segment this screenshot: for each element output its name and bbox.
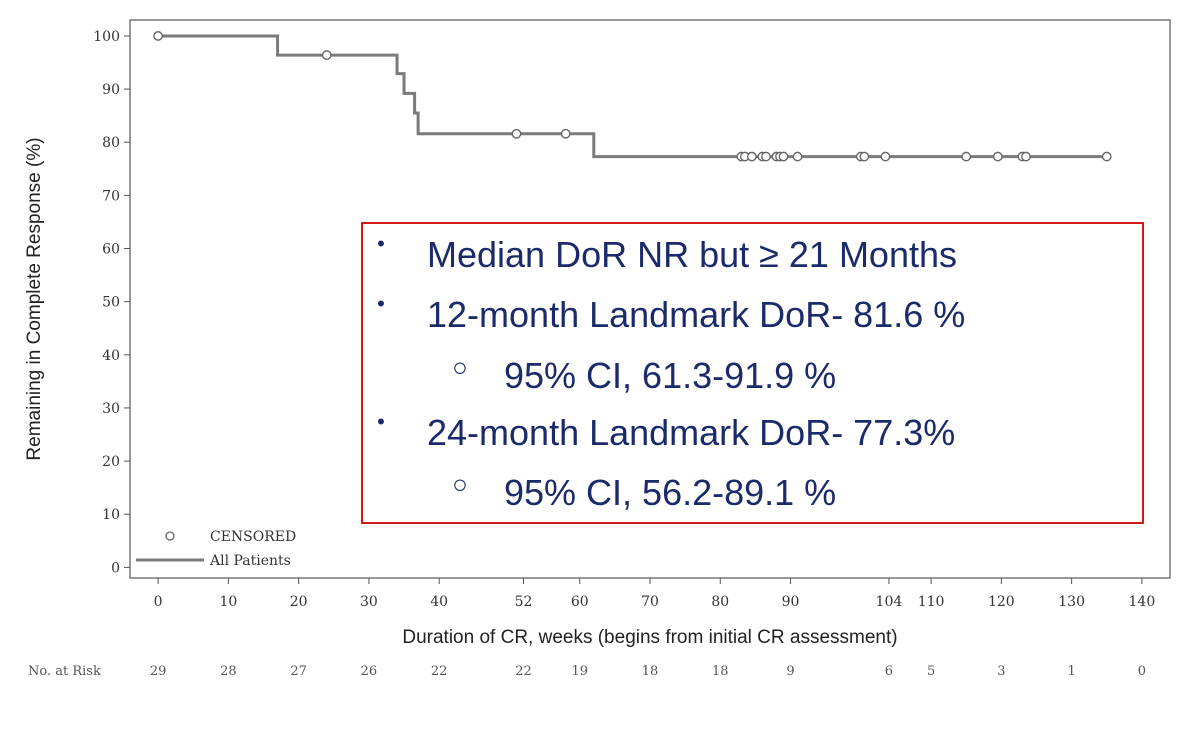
y-tick-label: 20 (102, 454, 120, 470)
risk-count: 3 (997, 664, 1005, 679)
risk-count: 6 (885, 664, 893, 679)
annotation-border (361, 222, 1144, 524)
x-tick-label: 20 (290, 594, 308, 610)
y-tick-label: 80 (102, 135, 120, 151)
censored-point (511, 128, 522, 139)
y-tick-label: 10 (102, 507, 120, 523)
censored-markers (153, 31, 1112, 162)
y-tick-label: 100 (93, 29, 120, 45)
risk-count: 27 (290, 664, 307, 679)
x-tick-label: 80 (711, 594, 729, 610)
x-tick-label: 10 (219, 594, 237, 610)
y-tick-label: 70 (102, 188, 120, 204)
y-tick-label: 30 (102, 401, 120, 417)
bullet-dot: • (377, 409, 385, 434)
series-layer (158, 34, 1107, 159)
risk-count: 19 (571, 664, 588, 679)
risk-table-label: No. at Risk (28, 664, 101, 679)
annotation-line: 12-month Landmark DoR- 81.6 % (427, 294, 965, 335)
annotation-box: • Median DoR NR but ≥ 21 Months • 12-month … (361, 222, 1144, 524)
risk-count: 9 (786, 664, 794, 679)
annotation-line: 95% CI, 56.2-89.1 % (504, 472, 836, 513)
risk-count: 1 (1067, 664, 1075, 679)
y-tick-label: 50 (102, 295, 120, 311)
censored-point (560, 128, 571, 139)
risk-count: 22 (431, 664, 448, 679)
x-axis: 0 10 20 30 40 52 60 70 80 90 104 110 120 130 140 (154, 578, 1156, 610)
censored-point (992, 151, 1003, 162)
risk-count: 28 (220, 664, 237, 679)
x-tick-label: 90 (782, 594, 800, 610)
annotation-line: Median DoR NR but ≥ 21 Months (427, 234, 957, 275)
censored-point (778, 151, 789, 162)
x-axis-title: Duration of CR, weeks (begins from initi… (402, 627, 897, 648)
y-tick-label: 90 (102, 82, 120, 98)
censored-point (961, 151, 972, 162)
legend-censored-marker (165, 531, 175, 541)
x-tick-label: 140 (1129, 594, 1156, 610)
legend-censored-label: CENSORED (210, 529, 296, 545)
censored-point (792, 151, 803, 162)
y-tick-label: 40 (102, 348, 120, 364)
censored-point (153, 31, 164, 41)
x-tick-label: 60 (571, 594, 589, 610)
x-tick-label: 70 (641, 594, 659, 610)
annotation-line: 95% CI, 61.3-91.9 % (504, 355, 836, 396)
x-tick-label: 40 (430, 594, 448, 610)
risk-count: 18 (712, 664, 729, 679)
legend: CENSORED All Patients (136, 529, 296, 569)
censored-point (880, 151, 891, 162)
censored-point (1101, 151, 1112, 162)
series-line-all-patients (158, 34, 1107, 159)
censored-point (761, 151, 771, 162)
x-tick-label: 104 (876, 594, 903, 610)
risk-count: 5 (927, 664, 935, 679)
y-tick-label: 60 (102, 242, 120, 258)
y-tick-label: 0 (111, 560, 120, 576)
risk-count: 29 (150, 664, 167, 679)
bullet-circle: ○ (452, 352, 468, 382)
censored-point (321, 50, 332, 60)
bullet-dot: • (377, 291, 385, 316)
x-tick-label: 130 (1058, 594, 1085, 610)
annotation-line: 24-month Landmark DoR- 77.3% (427, 412, 955, 453)
x-tick-label: 0 (154, 594, 163, 610)
censored-point (1021, 151, 1031, 162)
risk-count: 26 (361, 664, 378, 679)
censored-point (859, 151, 870, 162)
risk-count: 18 (642, 664, 659, 679)
bullet-circle: ○ (452, 469, 468, 499)
x-tick-label: 120 (988, 594, 1015, 610)
x-tick-label: 110 (918, 594, 945, 610)
legend-series-label: All Patients (209, 553, 291, 569)
risk-count: 22 (515, 664, 532, 679)
x-tick-label: 52 (515, 594, 533, 610)
y-axis: 0 10 20 30 40 50 60 70 80 90 100 (93, 29, 130, 576)
x-tick-label: 30 (360, 594, 378, 610)
censored-point (746, 151, 757, 162)
y-axis-title: Remaining in Complete Response (%) (24, 137, 45, 460)
bullet-dot: • (377, 231, 385, 256)
risk-count: 0 (1138, 664, 1146, 679)
risk-table: 29 28 27 26 22 22 19 18 18 9 6 5 3 1 0 (150, 664, 1146, 679)
